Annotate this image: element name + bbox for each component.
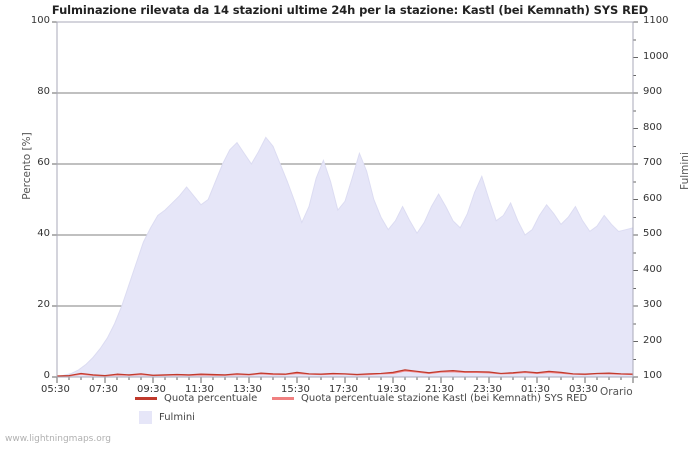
y-tick-label-right: 600 bbox=[643, 192, 663, 204]
legend-item-fulmini[interactable]: Fulmini bbox=[135, 411, 195, 424]
x-tick-label: 19:30 bbox=[377, 384, 406, 395]
y-tick-label-left: 0 bbox=[43, 370, 50, 381]
x-tick-label: 01:30 bbox=[521, 384, 550, 395]
y-tick-label-right: 1100 bbox=[643, 15, 669, 26]
legend-swatch-line-station bbox=[272, 397, 294, 400]
y-tick-label-right: 300 bbox=[643, 299, 663, 310]
x-tick-label: 09:30 bbox=[137, 384, 166, 395]
x-tick-label: 11:30 bbox=[185, 384, 214, 395]
y-tick-label-left: 20 bbox=[37, 299, 50, 310]
y-tick-label-right: 200 bbox=[643, 334, 663, 346]
y-tick-label-right: 1000 bbox=[643, 50, 669, 62]
x-tick-label: 07:30 bbox=[89, 384, 118, 395]
x-tick-label: 17:30 bbox=[329, 384, 358, 395]
legend-label-station: Quota percentuale stazione Kastl (bei Ke… bbox=[301, 393, 588, 404]
y-tick-label-left: 60 bbox=[37, 157, 50, 168]
y-tick-label-right: 700 bbox=[643, 157, 663, 168]
x-tick-label: 23:30 bbox=[473, 384, 502, 395]
x-tick-label: 05:30 bbox=[41, 384, 70, 395]
chart-title: Fulminazione rilevata da 14 stazioni ult… bbox=[51, 3, 649, 17]
y-tick-label-left: 40 bbox=[37, 228, 50, 239]
y-tick-label-right: 400 bbox=[643, 263, 663, 275]
plot-border bbox=[56, 21, 634, 378]
legend-item-quota-percentuale-stazione[interactable]: Quota percentuale stazione Kastl (bei Ke… bbox=[272, 393, 587, 405]
x-axis-label: Orario bbox=[600, 386, 633, 398]
lightning-area-series bbox=[56, 136, 634, 378]
y-tick-label-right: 900 bbox=[643, 86, 663, 97]
legend-item-quota-percentuale[interactable]: Quota percentuale bbox=[135, 393, 257, 405]
legend-label-total: Quota percentuale bbox=[164, 393, 258, 404]
total-percentage-line-series bbox=[56, 369, 634, 377]
x-tick-label: 03:30 bbox=[569, 384, 598, 395]
y-tick-label-right: 800 bbox=[643, 121, 663, 133]
legend-swatch-box-lightning bbox=[139, 411, 152, 424]
y-tick-label-right: 500 bbox=[643, 228, 663, 239]
x-tick-label: 13:30 bbox=[233, 384, 262, 395]
legend-label-lightning: Fulmini bbox=[159, 412, 195, 423]
x-tick-label: 21:30 bbox=[425, 384, 454, 395]
y-tick-label-left: 100 bbox=[30, 15, 50, 26]
legend-swatch-line-total bbox=[135, 397, 157, 400]
x-tick-label: 15:30 bbox=[281, 384, 310, 395]
y-tick-label-left: 80 bbox=[37, 86, 50, 97]
y-tick-label-right: 100 bbox=[643, 370, 663, 381]
watermark: www.lightningmaps.org bbox=[5, 434, 111, 444]
